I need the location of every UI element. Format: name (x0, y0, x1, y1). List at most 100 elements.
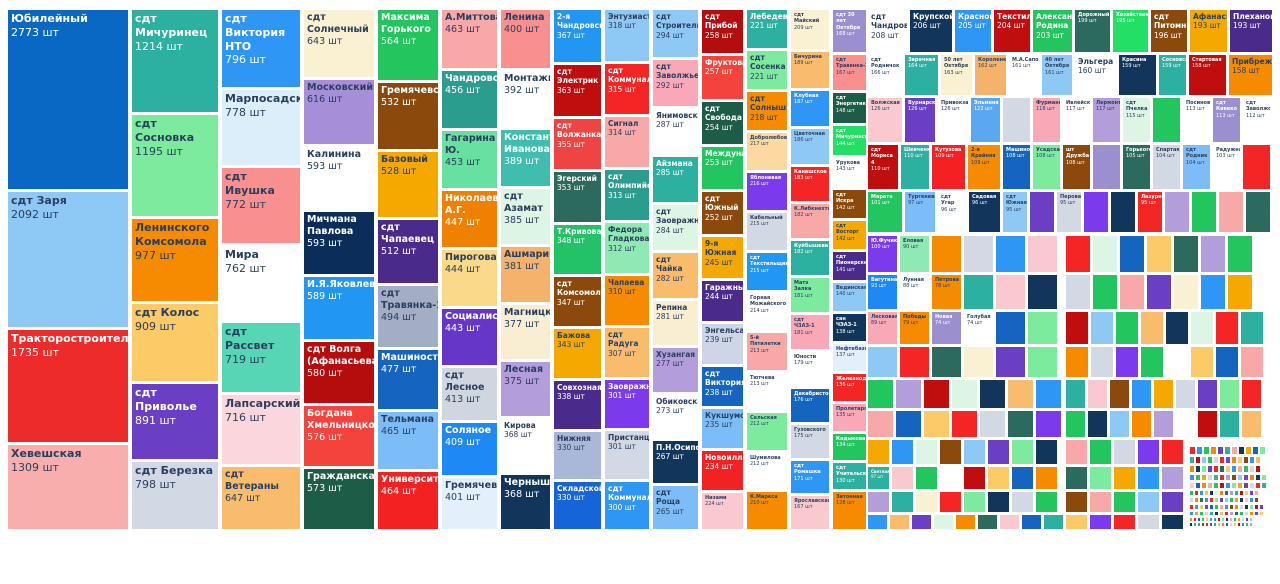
treemap-cell[interactable] (1256, 466, 1260, 472)
treemap-cell[interactable] (1219, 192, 1243, 232)
treemap-cell[interactable] (892, 440, 913, 464)
treemap-cell[interactable]: Победы 79 шт (900, 312, 929, 344)
treemap-cell[interactable]: сдт Чайка 282 шт (653, 253, 698, 298)
treemap-cell[interactable]: Урукова 143 шт (833, 158, 866, 187)
treemap-cell[interactable]: Пристанционная301 шт (605, 431, 649, 479)
treemap-cell[interactable]: Хозяйственный195 шт (1113, 10, 1148, 52)
treemap-cell[interactable]: сдт ЧЗАЗ-1 181 шт (791, 315, 829, 349)
treemap-cell[interactable] (1208, 466, 1212, 472)
treemap-cell[interactable]: сдт Коммунальник-1300 шт (605, 482, 649, 529)
treemap-cell[interactable] (892, 467, 913, 489)
treemap-cell[interactable] (1235, 498, 1238, 502)
treemap-cell[interactable] (1195, 505, 1198, 509)
treemap-cell[interactable] (1232, 475, 1236, 480)
treemap-cell[interactable] (980, 411, 1005, 437)
treemap-cell[interactable]: Яблоневая 216 шт (747, 173, 787, 210)
treemap-cell[interactable] (1091, 312, 1113, 344)
treemap-cell[interactable]: Калинина 593 шт (304, 147, 374, 209)
treemap-cell[interactable]: Монтажный392 шт (501, 71, 550, 127)
treemap-cell[interactable]: сдт Искра 142 шт (833, 190, 866, 218)
treemap-cell[interactable] (892, 492, 913, 512)
treemap-cell[interactable] (868, 492, 889, 512)
treemap-cell[interactable] (868, 411, 893, 437)
treemap-cell[interactable]: К.Маркса 210 шт (747, 492, 787, 529)
treemap-cell[interactable] (1176, 411, 1195, 437)
treemap-cell[interactable] (1214, 457, 1218, 463)
treemap-cell[interactable] (1225, 491, 1228, 495)
treemap-cell[interactable]: Мира 762 шт (222, 246, 300, 320)
treemap-cell[interactable] (1066, 236, 1090, 272)
treemap-cell[interactable]: Хевешская 1309 шт (8, 445, 128, 529)
treemap-cell[interactable]: Машиностроителей477 шт (378, 350, 438, 409)
treemap-cell[interactable]: сдт Олимпийский313 шт (605, 170, 649, 220)
treemap-cell[interactable] (1091, 347, 1113, 377)
treemap-cell[interactable] (1200, 505, 1203, 509)
treemap-cell[interactable] (1246, 447, 1251, 454)
treemap-cell[interactable] (1250, 518, 1252, 521)
treemap-cell[interactable] (868, 380, 893, 408)
treemap-cell[interactable]: сдт Виктория-4238 шт (702, 367, 743, 406)
treemap-cell[interactable] (900, 347, 929, 377)
treemap-cell[interactable] (964, 467, 985, 489)
treemap-cell[interactable]: Гремячевский532 шт (378, 83, 438, 149)
treemap-cell[interactable] (1008, 411, 1033, 437)
treemap-cell[interactable] (1214, 523, 1216, 526)
treemap-cell[interactable] (1090, 467, 1111, 489)
treemap-cell[interactable] (1230, 491, 1233, 495)
treemap-cell[interactable] (1088, 380, 1107, 408)
treemap-cell[interactable] (1028, 312, 1057, 344)
treemap-cell[interactable] (1246, 518, 1248, 521)
treemap-cell[interactable]: Новая 74 шт (932, 312, 961, 344)
treemap-cell[interactable]: Обиковская273 шт (653, 395, 698, 438)
treemap-cell[interactable] (1245, 505, 1248, 509)
treemap-cell[interactable]: сдт Мичуринец 1214 шт (132, 10, 218, 112)
treemap-cell[interactable]: Садовая 96 шт (969, 192, 1000, 232)
treemap-cell[interactable]: Еловая 90 шт (900, 236, 929, 272)
treemap-cell[interactable] (1205, 512, 1208, 515)
treemap-cell[interactable] (1208, 475, 1212, 480)
treemap-cell[interactable] (1210, 498, 1213, 502)
treemap-cell[interactable]: сдт Солнышко218 шт (747, 92, 787, 130)
treemap-cell[interactable] (1262, 475, 1266, 480)
treemap-cell[interactable] (1205, 498, 1208, 502)
treemap-cell[interactable] (1243, 145, 1270, 189)
treemap-cell[interactable] (1232, 457, 1236, 463)
treemap-cell[interactable] (1232, 466, 1236, 472)
treemap-cell[interactable]: Крупской 206 шт (910, 10, 952, 52)
treemap-cell[interactable]: 9-я Южная 245 шт (702, 237, 743, 278)
treemap-cell[interactable] (1194, 518, 1196, 521)
treemap-cell[interactable] (1256, 483, 1260, 488)
treemap-cell[interactable] (1250, 466, 1254, 472)
treemap-cell[interactable]: сдт Чапаевец 512 шт (378, 220, 438, 283)
treemap-cell[interactable]: сдт Майский 209 шт (791, 10, 829, 49)
treemap-cell[interactable] (1220, 466, 1224, 472)
treemap-cell[interactable] (1210, 491, 1213, 495)
treemap-cell[interactable] (1194, 523, 1196, 526)
treemap-cell[interactable] (1250, 483, 1254, 488)
treemap-cell[interactable] (1238, 475, 1242, 480)
treemap-cell[interactable] (1190, 475, 1194, 480)
treemap-cell[interactable]: сдт Рассвет 719 шт (222, 323, 300, 392)
treemap-cell[interactable] (1226, 518, 1228, 521)
treemap-cell[interactable] (1255, 498, 1258, 502)
treemap-cell[interactable]: Лунная 88 шт (900, 275, 929, 309)
treemap-cell[interactable]: сдт Роща 265 шт (653, 486, 698, 529)
treemap-cell[interactable] (964, 236, 993, 272)
treemap-cell[interactable]: Складской 330 шт (554, 482, 601, 529)
treemap-cell[interactable] (1240, 491, 1243, 495)
treemap-cell[interactable]: Цветочная 186 шт (791, 129, 829, 164)
treemap-cell[interactable] (1238, 518, 1240, 521)
treemap-cell[interactable] (916, 467, 937, 489)
treemap-cell[interactable]: Кукшумская235 шт (702, 409, 743, 448)
treemap-cell[interactable] (1138, 440, 1159, 464)
treemap-cell[interactable]: сдт Травянка-2 167 шт (833, 55, 866, 90)
treemap-cell[interactable] (1000, 515, 1019, 529)
treemap-cell[interactable] (916, 492, 937, 512)
treemap-cell[interactable] (1114, 467, 1135, 489)
treemap-cell[interactable]: 2-я Чандровская367 шт (554, 10, 601, 62)
treemap-cell[interactable] (1114, 440, 1135, 464)
treemap-cell[interactable] (1226, 466, 1230, 472)
treemap-cell[interactable] (1066, 347, 1088, 377)
treemap-cell[interactable]: сдт Заря 2092 шт (8, 192, 128, 327)
